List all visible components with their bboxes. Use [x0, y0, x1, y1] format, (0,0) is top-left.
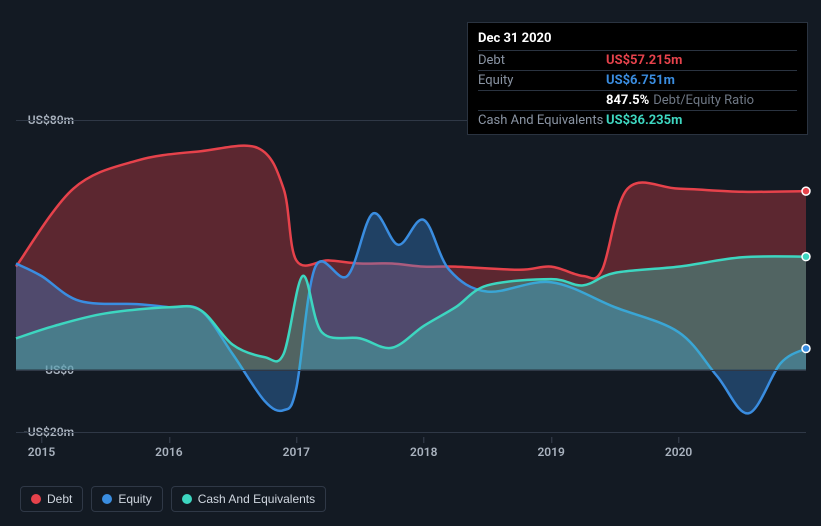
legend-label-equity: Equity [118, 492, 151, 506]
x-tick-label: 2018 [410, 445, 437, 459]
tooltip-ratio-label: Debt/Equity Ratio [653, 93, 754, 108]
marker-debt [802, 187, 810, 195]
tooltip-label-equity: Equity [478, 73, 606, 88]
x-tick-label: 2015 [28, 445, 55, 459]
legend-item-debt[interactable]: Debt [20, 486, 83, 512]
legend-label-cash: Cash And Equivalents [198, 492, 315, 506]
chart-area[interactable]: US$80mUS$0-US$20m 2015201620172018201920… [16, 120, 806, 460]
legend-item-cash[interactable]: Cash And Equivalents [171, 486, 326, 512]
marker-cash [802, 253, 810, 261]
tooltip-date: Dec 31 2020 [478, 29, 797, 50]
gridline [16, 432, 806, 433]
tooltip-value-equity: US$6.751m [606, 73, 675, 88]
chart-container: Dec 31 2020 Debt US$57.215m Equity US$6.… [0, 0, 821, 526]
x-tick-label: 2017 [283, 445, 310, 459]
x-tick-label: 2020 [665, 445, 692, 459]
x-tick-label: 2019 [537, 445, 564, 459]
legend-swatch-cash [182, 494, 192, 504]
x-axis: 2015 2016 2017 2018 2019 2020 [16, 445, 806, 465]
tooltip-row-cash: Cash And Equivalents US$36.235m [478, 110, 797, 130]
tooltip-row-ratio: 847.5% Debt/Equity Ratio [478, 90, 797, 110]
tooltip-value-debt: US$57.215m [606, 53, 682, 68]
plot-region [16, 120, 806, 432]
marker-equity [802, 345, 810, 353]
tooltip-row-equity: Equity US$6.751m [478, 70, 797, 90]
tooltip-label-debt: Debt [478, 53, 606, 68]
tooltip-value-cash: US$36.235m [606, 113, 682, 128]
tooltip-ratio-value: 847.5% [606, 93, 649, 108]
tooltip-row-debt: Debt US$57.215m [478, 50, 797, 70]
x-tick-label: 2016 [155, 445, 182, 459]
legend-swatch-debt [31, 494, 41, 504]
legend-item-equity[interactable]: Equity [91, 486, 162, 512]
legend-label-debt: Debt [47, 492, 72, 506]
gridline [16, 370, 806, 371]
legend-swatch-equity [102, 494, 112, 504]
series-svg [16, 120, 806, 432]
tooltip-label-cash: Cash And Equivalents [478, 113, 606, 128]
hover-tooltip: Dec 31 2020 Debt US$57.215m Equity US$6.… [467, 22, 808, 135]
legend: Debt Equity Cash And Equivalents [20, 486, 326, 512]
